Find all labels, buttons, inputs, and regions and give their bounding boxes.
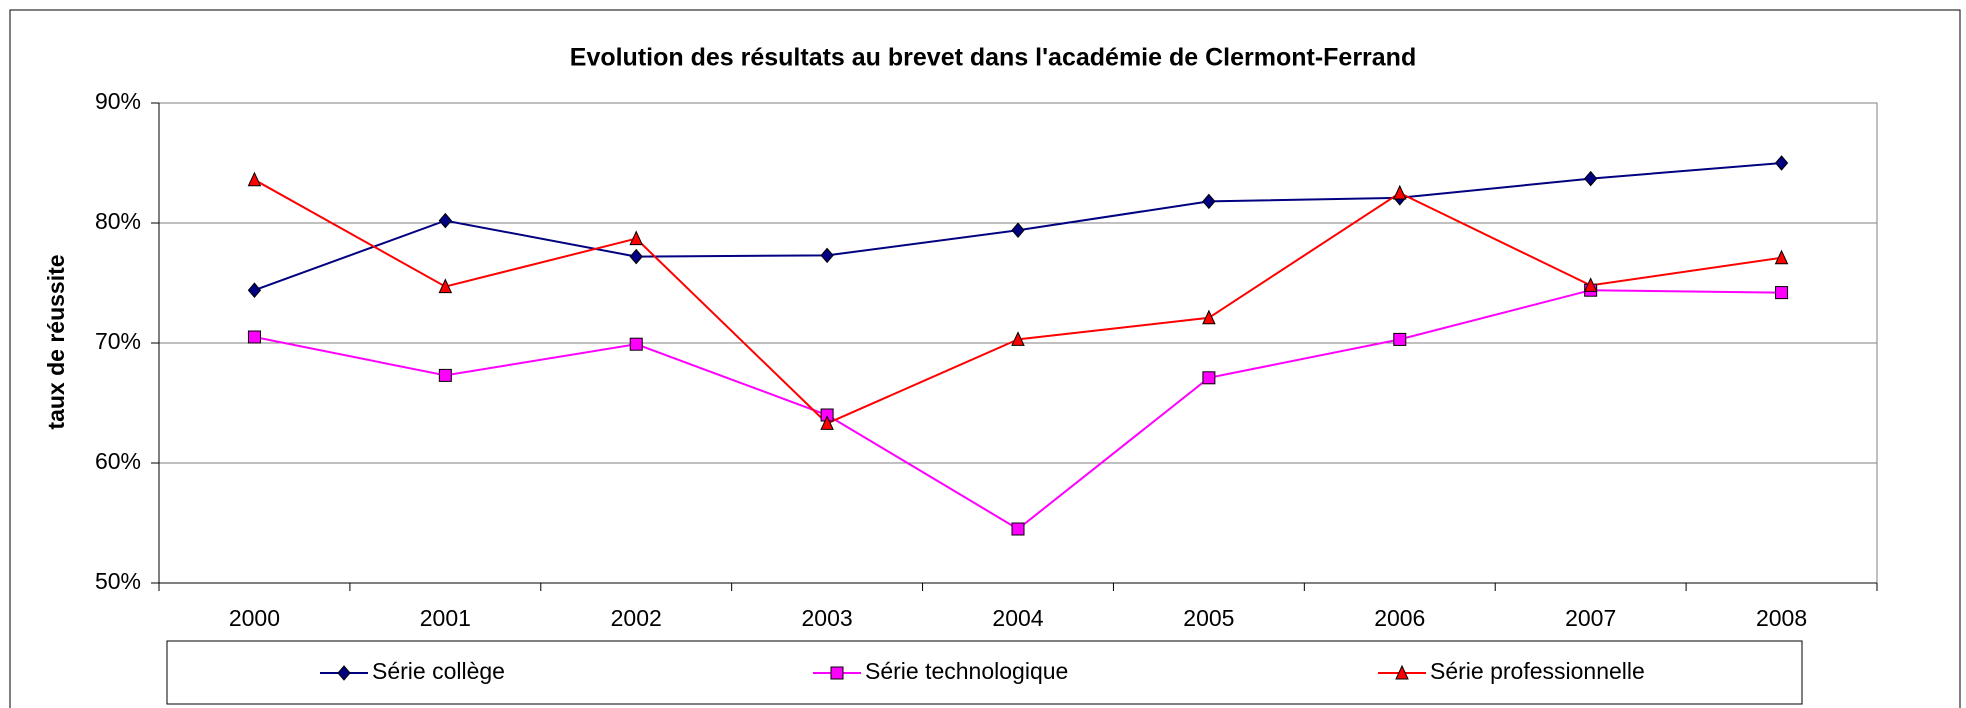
data-point bbox=[438, 212, 452, 229]
legend-marker bbox=[337, 665, 351, 681]
data-point bbox=[1011, 222, 1025, 238]
x-tick-label: 2004 bbox=[992, 605, 1043, 631]
x-tick-label: 2005 bbox=[1183, 605, 1234, 631]
data-point bbox=[1202, 371, 1216, 385]
x-tick-label: 2001 bbox=[420, 605, 471, 631]
legend-label: Série professionnelle bbox=[1430, 658, 1645, 684]
y-tick-label: 80% bbox=[95, 208, 141, 234]
legend-box bbox=[166, 640, 1803, 705]
data-point bbox=[629, 248, 643, 265]
data-point bbox=[247, 330, 261, 344]
data-point bbox=[820, 247, 834, 264]
data-point bbox=[1392, 184, 1407, 200]
data-point bbox=[629, 337, 643, 351]
legend-marker bbox=[1395, 664, 1409, 680]
y-tick-label: 60% bbox=[95, 448, 141, 474]
x-tick-label: 2002 bbox=[611, 605, 662, 631]
legend-label: Série technologique bbox=[865, 658, 1068, 684]
data-point bbox=[1583, 277, 1598, 292]
chart-title: Evolution des résultats au brevet dans l… bbox=[570, 44, 1416, 72]
x-tick-label: 2003 bbox=[802, 605, 853, 631]
data-point bbox=[1774, 249, 1789, 265]
data-point bbox=[1011, 331, 1025, 346]
x-tick-label: 2007 bbox=[1565, 605, 1616, 631]
data-point bbox=[629, 230, 644, 246]
x-tick-label: 2008 bbox=[1756, 605, 1807, 631]
data-point bbox=[247, 282, 262, 298]
data-point bbox=[1202, 193, 1216, 210]
legend-label: Série collège bbox=[372, 658, 505, 684]
data-point bbox=[820, 415, 834, 430]
data-point bbox=[1774, 155, 1789, 171]
data-point bbox=[1011, 522, 1025, 536]
x-tick-label: 2000 bbox=[229, 605, 280, 631]
y-tick-label: 70% bbox=[95, 328, 141, 354]
data-point bbox=[1584, 170, 1598, 187]
data-point bbox=[438, 278, 453, 294]
y-tick-label: 50% bbox=[95, 568, 141, 594]
data-point bbox=[1393, 332, 1407, 346]
y-axis-label: taux de réussite bbox=[43, 254, 69, 429]
x-tick-label: 2006 bbox=[1374, 605, 1425, 631]
legend-marker bbox=[830, 666, 844, 680]
data-point bbox=[247, 171, 262, 187]
data-point bbox=[1202, 309, 1216, 325]
data-point bbox=[1775, 286, 1789, 300]
y-tick-label: 90% bbox=[95, 88, 141, 114]
data-point bbox=[438, 368, 452, 382]
